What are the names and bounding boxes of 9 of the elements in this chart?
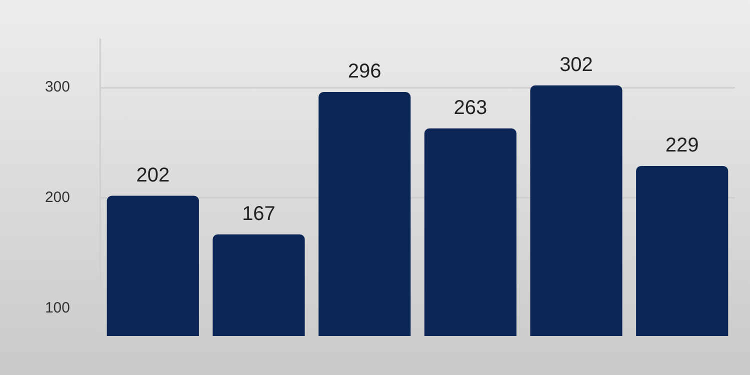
y-tick-label: 100 (44, 300, 70, 317)
data-label: 167 (242, 202, 276, 225)
data-label: 302 (560, 54, 593, 76)
y-tick-label: 200 (44, 189, 70, 206)
y-tick-label: 300 (44, 78, 70, 96)
data-label: 229 (665, 134, 699, 156)
data-label: 202 (136, 164, 170, 186)
data-label: 296 (348, 60, 382, 83)
data-label: 263 (454, 96, 488, 119)
